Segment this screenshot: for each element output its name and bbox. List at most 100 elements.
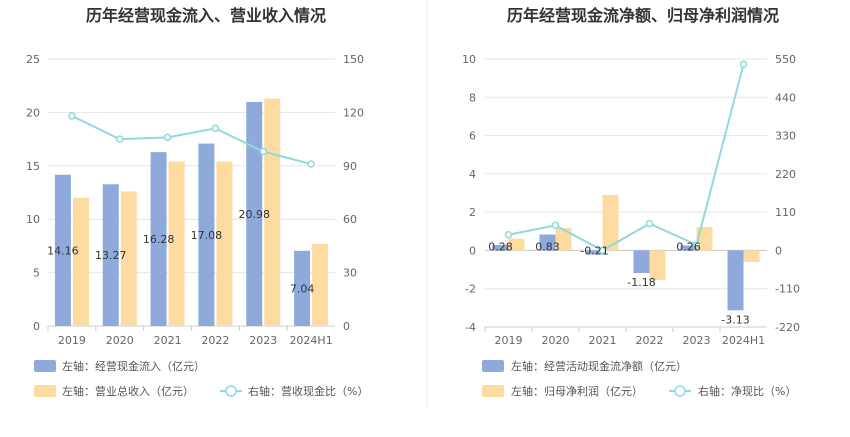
right-axis-tick-label: 150	[343, 53, 364, 66]
ratio-point	[307, 160, 315, 168]
left-axis-tick-label: -4	[465, 321, 476, 334]
x-axis-category-label: 2019	[495, 334, 523, 347]
bar-value-label: 14.16	[47, 244, 79, 257]
left-axis-tick-label: 5	[33, 267, 40, 280]
ratio-line	[71, 115, 312, 165]
ratio-line	[508, 63, 745, 252]
left-axis-tick-label: 25	[26, 53, 40, 66]
ratio-point	[551, 221, 560, 230]
x-axis-category-label: 2021	[589, 334, 617, 347]
bar-value-label: 20.98	[239, 208, 271, 221]
ratio-point	[211, 124, 220, 133]
bar-secondary	[168, 161, 185, 326]
x-axis-category-label: 2022	[636, 334, 664, 347]
bar-primary	[539, 234, 556, 251]
bar-value-label: 13.27	[95, 249, 127, 262]
legend-entry[interactable]: 右轴：营收现金比（%）	[248, 384, 368, 398]
x-axis-category-label: 2020	[542, 334, 570, 347]
right-axis-tick-label: 440	[775, 91, 796, 104]
right-axis-tick-label: -220	[775, 321, 800, 334]
right-axis-tick-label: 60	[343, 213, 357, 226]
legend-swatch	[482, 360, 504, 372]
legend-entry[interactable]: 右轴：净现比（%）	[698, 384, 796, 398]
chart-title: 历年经营现金流净额、归母净利润情况	[507, 6, 779, 25]
bar-secondary	[743, 250, 760, 262]
bar-value-label: 0.26	[676, 240, 701, 253]
bar-value-label: 0.28	[488, 240, 513, 253]
x-axis-category-label: 2019	[58, 334, 86, 347]
bar-primary	[198, 143, 215, 326]
right-axis-tick-label: 90	[343, 160, 357, 173]
bar-secondary	[555, 227, 572, 251]
bar-primary	[633, 250, 650, 274]
ratio-point	[163, 133, 172, 142]
bar-primary	[680, 245, 697, 251]
bar-primary	[54, 174, 71, 326]
bar-value-label: -1.18	[627, 276, 655, 289]
ratio-point	[116, 135, 124, 143]
left-axis-tick-label: 10	[462, 53, 476, 66]
bar-primary	[294, 250, 311, 326]
x-axis-category-label: 2020	[106, 334, 134, 347]
bar-secondary	[312, 243, 329, 326]
bar-secondary	[508, 238, 525, 251]
left-axis-tick-label: 0	[33, 320, 40, 333]
bar-secondary	[649, 250, 666, 281]
bar-secondary	[72, 197, 89, 326]
chart-title: 历年经营现金流入、营业收入情况	[86, 6, 326, 25]
bar-value-label: 7.04	[290, 282, 315, 295]
legend-swatch-marker	[674, 385, 686, 397]
bar-primary	[727, 250, 744, 311]
bar-secondary	[120, 191, 137, 326]
right-axis-tick-label: 330	[775, 130, 796, 143]
ratio-point	[739, 60, 748, 68]
legend-entry[interactable]: 左轴：营业总收入（亿元）	[62, 384, 194, 398]
bar-value-label: 17.08	[191, 229, 223, 242]
left-axis-tick-label: 4	[469, 168, 476, 181]
left-axis-tick-label: 20	[26, 106, 40, 119]
right-axis-tick-label: 0	[775, 244, 782, 257]
bar-secondary	[602, 194, 619, 251]
x-axis-category-label: 2023	[249, 334, 277, 347]
bar-primary	[102, 184, 119, 326]
x-axis-category-label: 2021	[154, 334, 182, 347]
bar-value-label: -3.13	[721, 313, 749, 326]
right-axis-tick-label: 550	[775, 53, 796, 66]
bar-value-label: 0.83	[535, 240, 560, 253]
left-axis-tick-label: -2	[465, 283, 476, 296]
bar-value-label: -0.21	[580, 244, 608, 257]
bar-primary	[586, 250, 603, 255]
ratio-point	[504, 231, 513, 239]
ratio-point	[68, 112, 76, 120]
left-axis-tick-label: 0	[469, 244, 476, 257]
x-axis-category-label: 2024H1	[289, 334, 332, 347]
left-axis-tick-label: 6	[469, 130, 476, 143]
legend-entry[interactable]: 左轴：经营活动现金流净额（亿元）	[511, 359, 687, 373]
x-axis-category-label: 2024H1	[722, 334, 765, 347]
bar-secondary	[216, 161, 233, 326]
left-axis-tick-label: 2	[469, 206, 476, 219]
right-axis-tick-label: 120	[343, 106, 364, 119]
legend-swatch	[34, 385, 56, 397]
x-axis-category-label: 2023	[683, 334, 711, 347]
left-axis-tick-label: 8	[469, 91, 476, 104]
right-axis-tick-label: -110	[775, 283, 800, 296]
ratio-point	[259, 147, 267, 156]
bar-primary	[246, 101, 263, 327]
legend-entry[interactable]: 左轴：归母净利润（亿元）	[511, 384, 643, 398]
legend-entry[interactable]: 左轴：经营现金流入（亿元）	[62, 359, 205, 373]
right-axis-tick-label: 30	[343, 267, 357, 280]
net-cashflow-profit-chart: 历年经营现金流净额、归母净利润情况 -4 -2 0 2 4 6 8 10 -220 -110 0 110…	[462, 6, 800, 398]
legend-swatch-marker	[225, 385, 237, 397]
bar-primary	[150, 152, 167, 326]
ratio-point	[645, 219, 654, 228]
left-axis-tick-label: 10	[26, 213, 40, 226]
ratio-point	[692, 241, 701, 249]
legend-swatch	[34, 360, 56, 372]
right-axis-tick-label: 110	[775, 206, 796, 219]
left-axis-tick-label: 15	[26, 160, 40, 173]
cash-inflow-revenue-chart: 历年经营现金流入、营业收入情况 0 5 10 15 20 25 0 30 60 90 120 150 20…	[26, 6, 368, 398]
legend-swatch	[482, 385, 504, 397]
ratio-point	[598, 246, 607, 255]
